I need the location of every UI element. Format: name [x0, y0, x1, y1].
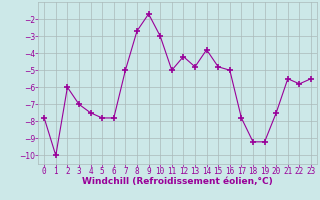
X-axis label: Windchill (Refroidissement éolien,°C): Windchill (Refroidissement éolien,°C)	[82, 177, 273, 186]
